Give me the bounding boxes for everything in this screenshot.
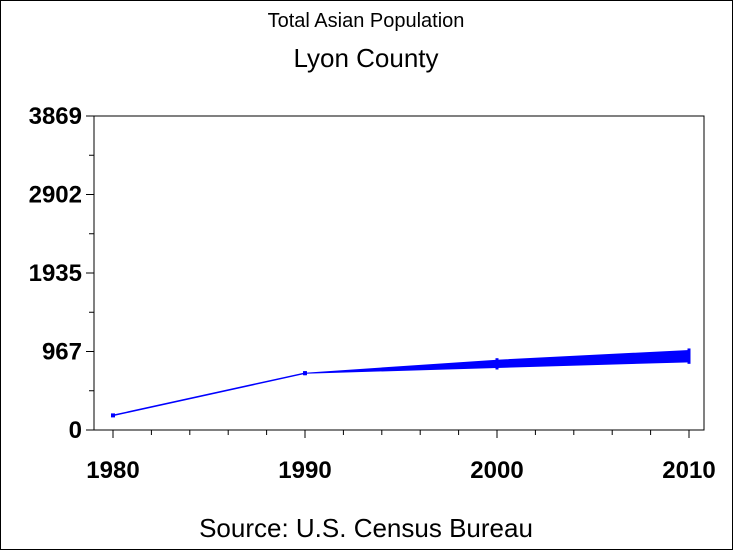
x-axis: 1980 1990 2000 2010	[86, 430, 716, 484]
x-tick-label: 1990	[278, 457, 331, 484]
series-layer	[111, 348, 691, 418]
series-point	[111, 413, 115, 418]
series-line	[112, 372, 306, 417]
chart-subtitle: Lyon County	[293, 43, 438, 73]
y-tick-label: 967	[42, 339, 82, 366]
x-tick-label: 2010	[662, 457, 715, 484]
y-axis: 0 967 1935 2902 3869	[29, 103, 94, 444]
plot-area	[93, 115, 705, 431]
y-tick-label: 3869	[29, 103, 82, 130]
x-tick-label: 2000	[470, 457, 523, 484]
y-tick-label: 2902	[29, 182, 82, 209]
y-tick-label: 1935	[29, 260, 82, 287]
source-caption: Source: U.S. Census Bureau	[199, 513, 533, 543]
chart-title: Total Asian Population	[268, 10, 465, 32]
y-tick-label: 0	[69, 417, 82, 444]
x-tick-label: 1980	[86, 457, 139, 484]
